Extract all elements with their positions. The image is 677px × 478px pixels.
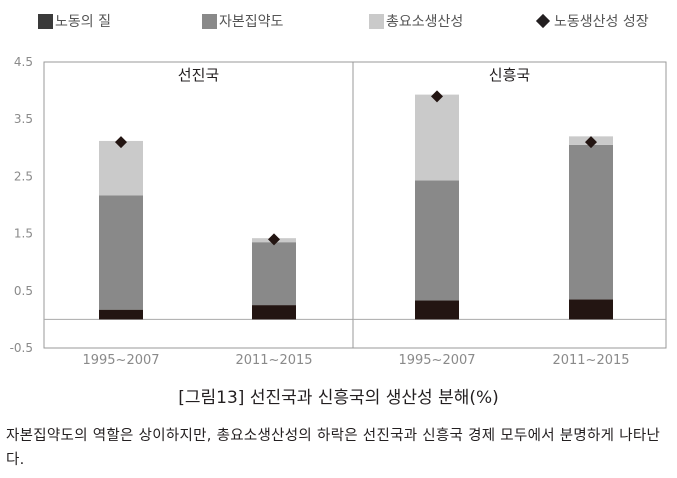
y-tick-label: 3.5	[14, 112, 33, 126]
bar-segment	[415, 94, 459, 181]
panel-frame	[352, 61, 667, 349]
bar-segment	[415, 180, 459, 301]
legend-item-tfp: 총요소생산성	[369, 11, 463, 31]
x-tick-label: 2011~2015	[235, 353, 312, 368]
figure-description: 자본집약도의 역할은 상이하지만, 총요소생산성의 하락은 선진국과 신흥국 경…	[6, 428, 661, 468]
legend-item-labor-quality: 노동의 질	[38, 11, 111, 31]
legend-item-capital-intensity: 자본집약도	[202, 11, 283, 31]
labor-productivity-growth-marker	[585, 136, 597, 149]
bar-segment	[252, 242, 296, 306]
bar-segment	[99, 195, 143, 310]
legend-label-tfp: 총요소생산성	[386, 14, 464, 30]
y-tick-label: 2.5	[14, 169, 33, 183]
panel-frame	[43, 61, 354, 349]
x-tick-label: 2011~2015	[552, 353, 629, 368]
x-tick-label: 1995~2007	[398, 353, 475, 368]
panel-title: 신흥국	[489, 66, 531, 84]
labor-productivity-growth-marker	[115, 136, 127, 149]
labor-productivity-growth-marker	[431, 90, 443, 103]
legend-swatch-tfp	[369, 13, 384, 29]
bar-segment	[569, 144, 613, 300]
productivity-decomposition-chart: 4.5 3.5 2.5 1.5 0.5 -0.5 선진국 1995~2007 2011~2015…	[10, 55, 667, 368]
bar-segment	[252, 305, 296, 320]
labor-productivity-growth-marker	[268, 233, 280, 246]
y-tick-label: -0.5	[10, 341, 33, 355]
legend-label-labor-quality: 노동의 질	[55, 14, 111, 30]
panel-title: 선진국	[178, 66, 220, 84]
y-tick-label: 0.5	[14, 284, 33, 298]
legend-swatch-labor-quality	[38, 13, 53, 29]
bar-segment	[415, 300, 459, 320]
legend-label-capital-intensity: 자본집약도	[219, 14, 284, 30]
bar-segment	[99, 140, 143, 196]
y-tick-label: 1.5	[14, 227, 33, 241]
legend-item-labor-productivity-growth: 노동생산성 성장	[534, 11, 649, 31]
figure-caption: [그림13] 선진국과 신흥국의 생산성 분해(%)	[178, 388, 499, 408]
legend-label-labor-productivity-growth: 노동생산성 성장	[554, 14, 649, 30]
bar-segment	[569, 299, 613, 320]
chart-legend: 노동의 질 자본집약도 총요소생산성 노동생산성 성장	[0, 8, 677, 32]
legend-diamond-icon	[535, 13, 551, 29]
y-tick-label: 4.5	[14, 55, 33, 69]
legend-swatch-capital-intensity	[202, 13, 217, 29]
x-tick-label: 1995~2007	[82, 353, 159, 368]
bar-segment	[99, 309, 143, 320]
